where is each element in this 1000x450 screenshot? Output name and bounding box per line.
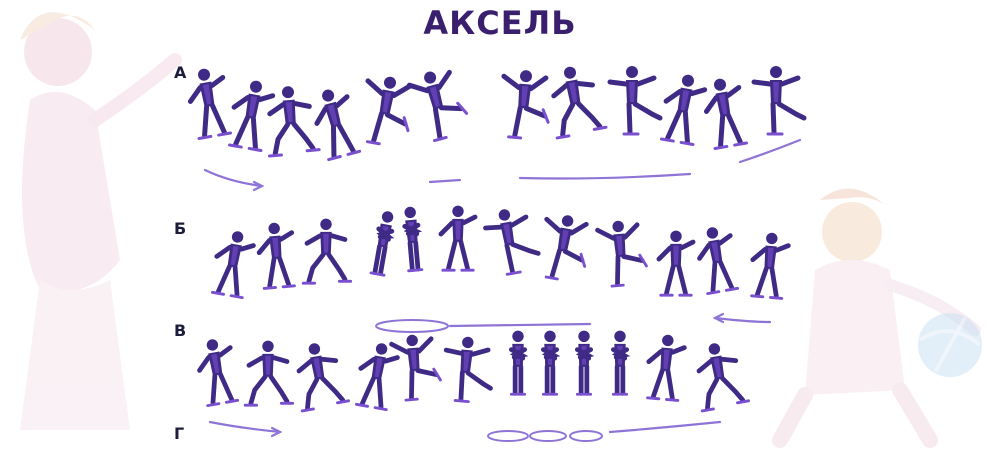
background-ball-illustration [918, 313, 982, 377]
trace-arrow-row-b [712, 312, 725, 324]
skater-figure-row-g [296, 343, 351, 413]
skater-figure-row-g [354, 343, 400, 412]
skater-figure-row-b [595, 220, 648, 288]
skater-figure-row-g [610, 330, 631, 396]
skater-figure-row-b [697, 227, 740, 296]
skater-figure-row-a [187, 68, 233, 141]
skater-figure-row-b [402, 206, 424, 273]
row-label-a: А [174, 63, 187, 82]
skater-figure-row-g [197, 339, 240, 408]
skater-figure-row-b [544, 215, 589, 281]
trace-loop-row-g-2 [529, 430, 567, 442]
skater-figure-row-a [267, 86, 321, 158]
trace-line-row-a-3 [738, 138, 802, 164]
skater-figure-row-a [703, 78, 749, 151]
trace-loop-row-b [375, 319, 449, 333]
trace-line-row-b-2 [713, 316, 772, 324]
skater-figure-row-a [501, 70, 550, 140]
trace-arrow-row-a [252, 180, 265, 192]
skater-figure-row-g [540, 330, 561, 396]
trace-line-row-a-2 [428, 172, 692, 184]
background-girl-illustration [20, 12, 182, 430]
skater-figure-row-b [750, 232, 791, 300]
trace-line-row-g-2 [608, 420, 722, 434]
trace-arrow-row-g [270, 426, 283, 438]
skater-figure-row-a [551, 66, 608, 140]
skater-figure-row-b [256, 222, 296, 290]
skater-figure-row-g [696, 343, 751, 413]
skater-figure-row-b [210, 231, 256, 300]
skater-figure-row-a [406, 69, 469, 143]
skater-figure-row-g [389, 334, 442, 402]
skater-figure-row-b [656, 230, 696, 297]
skater-figure-row-g [243, 340, 295, 407]
skater-figure-row-b [438, 205, 478, 272]
trace-loop-row-g-1 [487, 430, 529, 442]
trace-line-row-a-1 [203, 168, 264, 188]
skater-figure-row-g [646, 334, 687, 402]
page-title: АКСЕЛЬ [423, 4, 577, 42]
skater-figure-row-b [483, 209, 541, 276]
skater-figure-row-a [607, 66, 663, 136]
row-label-v: В [174, 321, 187, 340]
trace-loop-row-g-3 [569, 430, 603, 442]
skater-figure-row-g [574, 330, 595, 396]
skater-figure-row-b [369, 211, 395, 277]
skater-figure-row-a [314, 89, 362, 162]
row-label-g: Г [174, 424, 185, 443]
skater-figure-row-g [508, 330, 529, 396]
row-label-b: Б [174, 219, 187, 238]
skater-figure-row-a [365, 76, 413, 146]
skater-figure-row-a [751, 66, 807, 136]
trace-line-row-g-1 [208, 420, 282, 434]
skater-figure-row-b [301, 218, 353, 285]
skater-figure-row-a [227, 80, 276, 153]
skater-figure-row-a [659, 74, 708, 147]
skater-figure-row-g [443, 336, 493, 404]
trace-line-row-b-1 [448, 322, 592, 328]
